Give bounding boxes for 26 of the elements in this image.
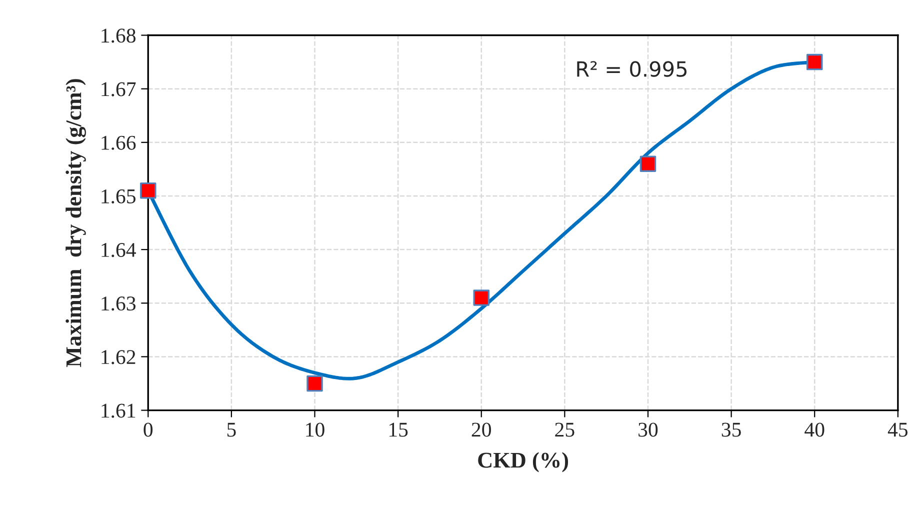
point	[140, 182, 156, 199]
x-tick-label: 45	[888, 422, 908, 437]
y-tick-label: 1.67	[102, 82, 136, 96]
y-tick-label: 1.65	[102, 189, 136, 204]
x-tick-label: 25	[555, 422, 574, 437]
x-tick-label: 20	[472, 422, 491, 437]
point	[806, 54, 823, 70]
point	[306, 375, 323, 392]
x-axis-title: CKD (%)	[478, 452, 568, 472]
y-tick-label: 1.62	[102, 350, 136, 364]
y-tick-label: 1.68	[102, 28, 136, 43]
x-tick-label: 10	[306, 422, 324, 437]
point	[640, 156, 656, 172]
x-tick-label: 0	[144, 422, 153, 437]
point	[473, 290, 490, 306]
x-tick-label: 5	[227, 422, 236, 437]
annotation: R² = 0.995	[577, 61, 687, 77]
y-tick-label: 1.66	[102, 136, 136, 150]
y-tick-label: 1.63	[102, 296, 136, 311]
x-tick-label: 15	[389, 422, 408, 437]
x-tick-label: 40	[804, 422, 824, 437]
y-axis-title: Maximum dry density (g/cm³)	[66, 79, 86, 368]
x-tick-label: 35	[722, 422, 741, 437]
y-tick-label: 1.61	[102, 404, 136, 418]
y-tick-label: 1.64	[102, 242, 136, 258]
x-tick-label: 30	[638, 422, 658, 437]
